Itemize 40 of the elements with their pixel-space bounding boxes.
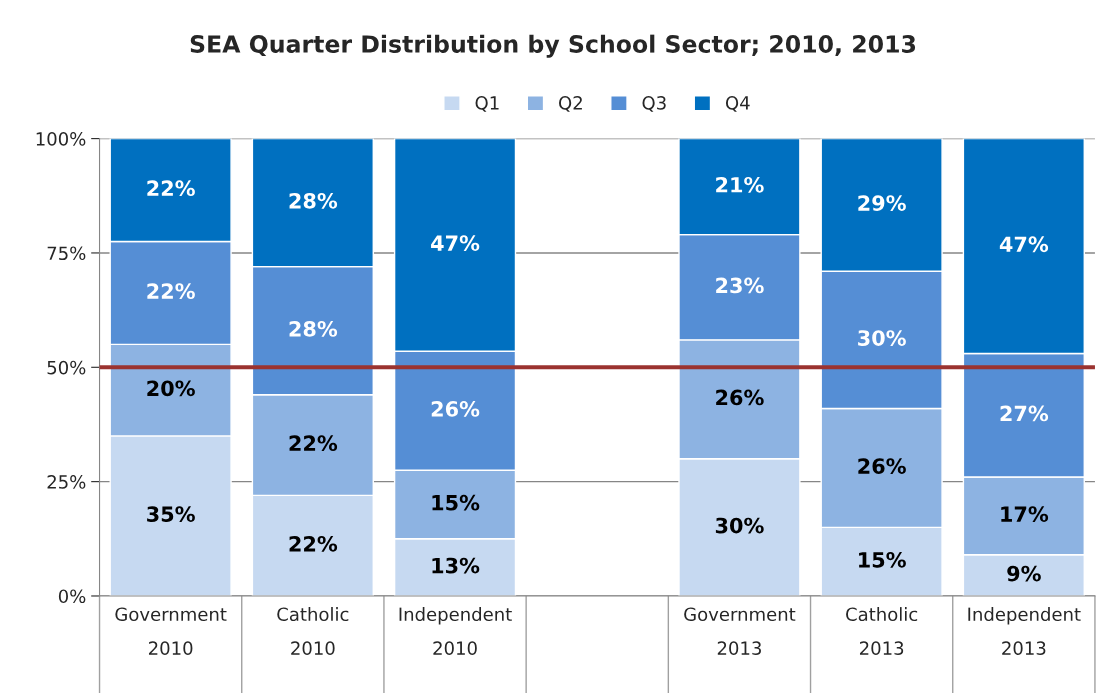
data-label: 22%: [289, 435, 338, 452]
data-label: 22%: [147, 180, 195, 197]
data-label: 28%: [289, 320, 338, 337]
x-tick-label: Independent 2013: [968, 607, 1081, 655]
data-label: 17%: [1001, 506, 1049, 522]
data-label: 23%: [716, 277, 764, 294]
chart-title: SEA Quarter Distribution by School Sector; 2010, 2013: [190, 34, 916, 58]
x-tick-label: Government 2013: [684, 607, 796, 655]
y-tick-label: 75%: [47, 246, 86, 261]
x-tick-label: Independent 2010: [399, 607, 512, 655]
legend-label: Q3: [642, 96, 666, 112]
legend-label: Q1: [475, 96, 499, 112]
y-tick-label: 100%: [36, 132, 86, 146]
data-label: 20%: [147, 380, 195, 397]
data-label: 47%: [999, 236, 1049, 253]
data-label: 47%: [431, 235, 480, 251]
data-label: 22%: [289, 535, 338, 552]
data-label: 26%: [431, 401, 480, 417]
data-label: 26%: [858, 458, 906, 474]
data-label: 15%: [859, 551, 906, 568]
data-label: 21%: [716, 176, 764, 193]
data-label: 30%: [715, 517, 764, 534]
legend-label: Q2: [559, 96, 582, 112]
data-label: 30%: [858, 330, 906, 346]
x-tick-label: Government 2010: [115, 607, 227, 655]
x-tick-label: Catholic 2013: [846, 607, 918, 655]
y-tick-label: 25%: [47, 475, 86, 489]
data-label: 13%: [432, 557, 480, 574]
data-label: 29%: [858, 195, 906, 211]
legend-label: Q4: [725, 96, 750, 112]
x-tick-label: Catholic 2010: [277, 607, 349, 655]
data-label: 15%: [432, 494, 480, 511]
data-label: 28%: [289, 192, 338, 209]
data-label: 26%: [716, 389, 764, 406]
data-label: 9%: [1007, 565, 1041, 582]
data-label: 27%: [1000, 405, 1049, 422]
y-tick-label: 50%: [47, 360, 86, 375]
data-label: 35%: [147, 506, 195, 522]
data-label: 22%: [147, 283, 195, 300]
y-tick-label: 0%: [58, 589, 86, 604]
